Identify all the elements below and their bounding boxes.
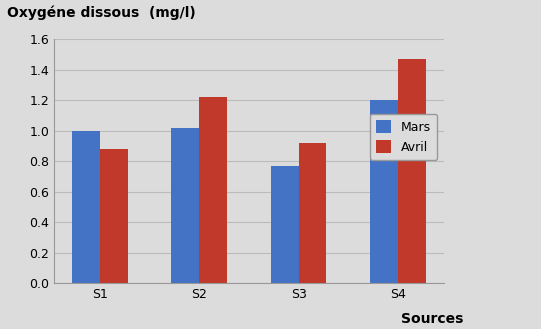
X-axis label: Sources: Sources bbox=[401, 312, 463, 326]
Bar bbox=[398, 59, 426, 283]
Bar bbox=[370, 100, 398, 283]
Bar bbox=[299, 143, 326, 283]
Bar bbox=[100, 149, 128, 283]
Text: Oxygéne dissous  (mg/l): Oxygéne dissous (mg/l) bbox=[8, 6, 196, 20]
Bar bbox=[199, 97, 227, 283]
Bar bbox=[171, 128, 199, 283]
Bar bbox=[72, 131, 100, 283]
Legend: Mars, Avril: Mars, Avril bbox=[370, 114, 437, 160]
Bar bbox=[270, 166, 299, 283]
